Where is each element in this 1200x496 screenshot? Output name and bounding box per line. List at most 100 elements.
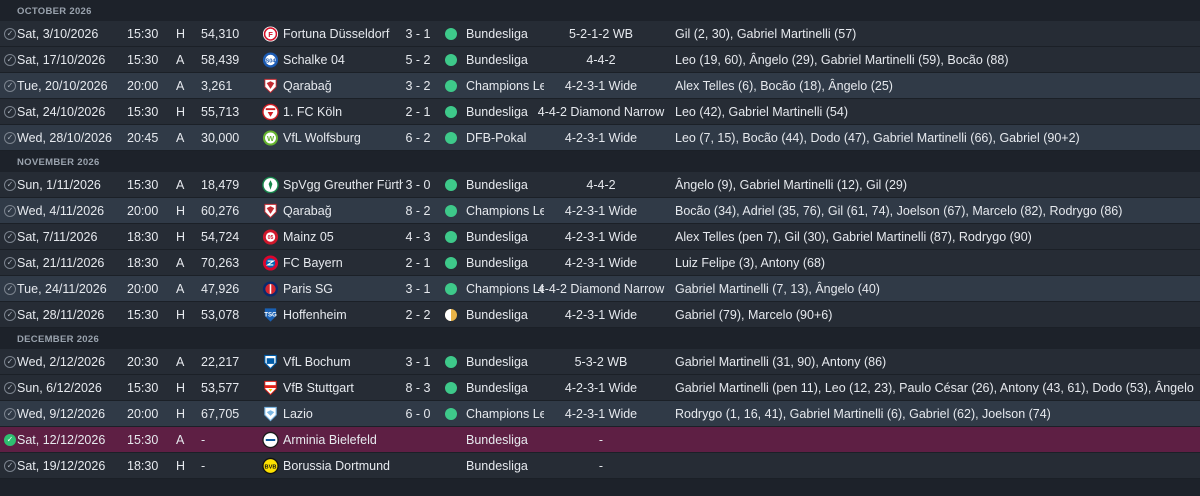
attendance: 67,705 [201,407,240,421]
svg-text:05: 05 [268,235,274,241]
tactic: 4-2-3-1 Wide [564,131,638,145]
competition[interactable]: Bundesliga [466,433,528,447]
competition[interactable]: Bundesliga [466,105,528,119]
opponent-name[interactable]: Schalke 04 [283,53,345,67]
competition[interactable]: Bundesliga [466,230,528,244]
fixture-row[interactable]: ✓ Sun, 1/11/2026 15:30 A 18,479 SpVgg Greuthe… [0,172,1200,198]
score: 6 - 2 [405,131,431,145]
score: 6 - 0 [405,407,431,421]
fixture-row[interactable]: ✓ Sat, 3/10/2026 15:30 H 54,310 F Fortuna Düss… [0,21,1200,47]
competition[interactable]: Champions League [466,407,544,421]
check-icon[interactable]: ✓ [4,28,16,40]
competition[interactable]: Bundesliga [466,308,528,322]
opponent-name[interactable]: Mainz 05 [283,230,334,244]
fixture-row[interactable]: ✓ Wed, 28/10/2026 20:45 A 30,000 W VfL Wolfsbu… [0,125,1200,151]
fixture-row[interactable]: ✓ Sat, 28/11/2026 15:30 H 53,078 TSG Hoffenhei… [0,302,1200,328]
check-icon[interactable]: ✓ [4,460,16,472]
result-win-icon [445,382,457,394]
fixture-row[interactable]: ✓ Tue, 20/10/2026 20:00 A 3,261 Qarabağ 3 - 2 C… [0,73,1200,99]
opponent-name[interactable]: Arminia Bielefeld [283,433,377,447]
check-icon[interactable]: ✓ [4,309,16,321]
check-icon[interactable]: ✓ [4,231,16,243]
opponent-name[interactable]: VfL Wolfsburg [283,131,361,145]
result-win-icon [445,28,457,40]
opponent-name[interactable]: SpVgg Greuther Fürth [283,178,403,192]
check-icon[interactable]: ✓ [4,80,16,92]
fixture-row[interactable]: ✓ Sat, 17/10/2026 15:30 A 58,439 S04 Schalke 0… [0,47,1200,73]
attendance: 3,261 [201,79,233,93]
fixture-date: Sat, 19/12/2026 [17,459,106,473]
competition[interactable]: Champions League [466,282,544,296]
opponent-name[interactable]: Fortuna Düsseldorf [283,27,390,41]
fixture-row[interactable]: ✓ Sat, 24/10/2026 15:30 H 55,713 1. FC Köln 2 … [0,99,1200,125]
competition[interactable]: Champions League [466,79,544,93]
result-win-icon [445,356,457,368]
competition[interactable]: Bundesliga [466,459,528,473]
svg-text:TSG: TSG [264,311,277,318]
competition[interactable]: Bundesliga [466,256,528,270]
venue: H [176,308,186,322]
kickoff-time: 18:30 [127,459,159,473]
competition[interactable]: Bundesliga [466,53,528,67]
goal-scorers: Luiz Felipe (3), Antony (68) [675,256,826,270]
month-header: NOVEMBER 2026 [0,151,1200,172]
competition[interactable]: Bundesliga [466,381,528,395]
check-icon[interactable]: ✓ [4,257,16,269]
result-win-icon [445,283,457,295]
score: 5 - 2 [405,53,431,67]
check-icon[interactable]: ✓ [4,106,16,118]
competition[interactable]: DFB-Pokal [466,131,527,145]
tactic: - [598,433,604,447]
score: 3 - 1 [405,355,431,369]
tactic: 4-4-2 [586,178,616,192]
opponent-name[interactable]: Qarabağ [283,204,332,218]
check-icon[interactable]: ✓ [4,434,16,446]
check-icon[interactable]: ✓ [4,132,16,144]
opponent-name[interactable]: Hoffenheim [283,308,347,322]
competition[interactable]: Champions League [466,204,544,218]
fixture-row[interactable]: ✓ Sat, 7/11/2026 18:30 H 54,724 05 Mainz 05 4 -… [0,224,1200,250]
opponent-name[interactable]: Borussia Dortmund [283,459,390,473]
tactic: 4-4-2 Diamond Narrow [537,282,665,296]
svg-text:S04: S04 [265,58,276,64]
kickoff-time: 20:45 [127,131,159,145]
attendance: 55,713 [201,105,240,119]
check-icon[interactable]: ✓ [4,408,16,420]
schalke-crest-icon: S04 [262,51,279,69]
opponent-name[interactable]: FC Bayern [283,256,343,270]
attendance: 54,310 [201,27,240,41]
tactic: 4-2-3-1 Wide [564,79,638,93]
check-icon[interactable]: ✓ [4,179,16,191]
fixture-row[interactable]: ✓ Sat, 19/12/2026 18:30 H - BVB Borussia Dortm… [0,453,1200,479]
goal-scorers: Alex Telles (6), Bocão (18), Ângelo (25) [675,79,893,93]
check-icon[interactable]: ✓ [4,54,16,66]
opponent-name[interactable]: Qarabağ [283,79,332,93]
fixture-date: Sun, 6/12/2026 [17,381,102,395]
fixture-date: Wed, 2/12/2026 [17,355,106,369]
opponent-name[interactable]: 1. FC Köln [283,105,343,119]
fixture-row[interactable]: ✓ Wed, 9/12/2026 20:00 H 67,705 Lazio 6 - 0 Cha… [0,401,1200,427]
check-icon[interactable]: ✓ [4,205,16,217]
kickoff-time: 20:00 [127,204,159,218]
attendance: 58,439 [201,53,240,67]
goal-scorers: Bocão (34), Adriel (35, 76), Gil (61, 74… [675,204,1123,218]
fixture-row[interactable]: ✓ Wed, 4/11/2026 20:00 H 60,276 Qarabağ 8 - 2 C… [0,198,1200,224]
fixture-row[interactable]: ✓ Tue, 24/11/2026 20:00 A 47,926 Paris SG 3 - … [0,276,1200,302]
score: 3 - 1 [405,282,431,296]
opponent-name[interactable]: Paris SG [283,282,334,296]
competition[interactable]: Bundesliga [466,178,528,192]
check-icon[interactable]: ✓ [4,382,16,394]
fixture-row[interactable]: ✓ Wed, 2/12/2026 20:30 A 22,217 VfL Bochum 3 -… [0,349,1200,375]
fixture-row[interactable]: ✓ Sat, 21/11/2026 18:30 A 70,263 FC Bayern 2 -… [0,250,1200,276]
fixture-date: Sat, 28/11/2026 [17,308,105,322]
fixture-row[interactable]: ✓ Sat, 12/12/2026 15:30 A - Arminia Bielefeld… [0,427,1200,453]
competition[interactable]: Bundesliga [466,355,528,369]
opponent-name[interactable]: VfL Bochum [283,355,351,369]
check-icon[interactable]: ✓ [4,283,16,295]
competition[interactable]: Bundesliga [466,27,528,41]
tactic: 4-2-3-1 Wide [564,256,638,270]
opponent-name[interactable]: Lazio [283,407,313,421]
opponent-name[interactable]: VfB Stuttgart [283,381,354,395]
fixture-row[interactable]: ✓ Sun, 6/12/2026 15:30 H 53,577 VfB Stuttgart… [0,375,1200,401]
check-icon[interactable]: ✓ [4,356,16,368]
